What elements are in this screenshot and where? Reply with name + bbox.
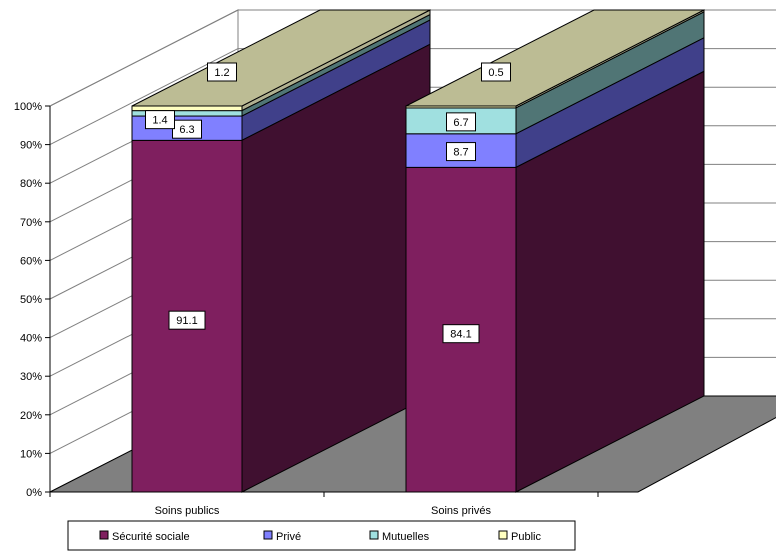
legend-label: Mutuelles — [382, 531, 430, 543]
data-label: 1.2 — [214, 67, 229, 79]
data-label-box — [172, 119, 202, 139]
legend-swatch — [99, 530, 109, 540]
y-tick-label: 70% — [20, 217, 42, 229]
x-tick-label: Soins publics — [155, 505, 220, 517]
data-label-box — [481, 62, 511, 82]
data-label: 91.1 — [176, 315, 197, 327]
x-axis: Soins publics Soins privés — [49, 491, 599, 517]
data-label: 84.1 — [450, 329, 471, 341]
y-tick-label: 80% — [20, 178, 42, 190]
bar-segment — [131, 105, 243, 112]
y-tick-label: 100% — [14, 101, 42, 113]
y-axis: 0% 10% 20% 30% 40% 50% 60% 70% 80% 90% 100% — [14, 101, 51, 499]
y-tick-label: 20% — [20, 410, 42, 422]
legend-box — [67, 520, 576, 551]
data-label-box — [207, 62, 237, 82]
x-tick-label: Soins privés — [431, 505, 491, 517]
y-tick-label: 40% — [20, 333, 42, 345]
y-tick-label: 60% — [20, 255, 42, 267]
data-label-box — [145, 110, 175, 130]
data-label-box — [442, 324, 480, 344]
bar-top-face — [131, 9, 431, 107]
data-labels: 91.1 6.3 1.4 1.2 84.1 8.7 6.7 0.5 — [145, 62, 511, 344]
legend-swatch — [498, 530, 508, 540]
y-tick-label: 30% — [20, 371, 42, 383]
legend-swatch — [369, 530, 379, 540]
gridline — [49, 48, 239, 146]
y-tick-label: 10% — [20, 448, 42, 460]
y-tick-label: 0% — [26, 487, 42, 499]
data-label-box — [168, 310, 206, 330]
legend-label: Sécurité sociale — [112, 531, 190, 543]
legend-item[interactable]: Public — [498, 530, 541, 543]
data-label-box — [446, 112, 476, 132]
data-label: 0.5 — [488, 67, 503, 79]
bar-top-face — [405, 9, 705, 107]
bars — [131, 9, 705, 493]
data-label: 6.7 — [453, 117, 468, 129]
gridline — [49, 9, 239, 107]
data-label-box — [446, 142, 476, 162]
legend-item[interactable]: Mutuelles — [369, 530, 430, 543]
legend-item[interactable]: Sécurité sociale — [99, 530, 190, 543]
legend-item[interactable]: Privé — [263, 530, 301, 543]
data-label: 1.4 — [152, 115, 167, 127]
legend[interactable]: Sécurité sociale Privé Mutuelles Public — [67, 520, 576, 551]
y-tick-label: 90% — [20, 140, 42, 152]
legend-swatch — [263, 530, 273, 540]
legend-label: Privé — [276, 531, 301, 543]
legend-label: Public — [511, 531, 541, 543]
y-tick-label: 50% — [20, 294, 42, 306]
data-label: 8.7 — [453, 147, 468, 159]
data-label: 6.3 — [179, 124, 194, 136]
